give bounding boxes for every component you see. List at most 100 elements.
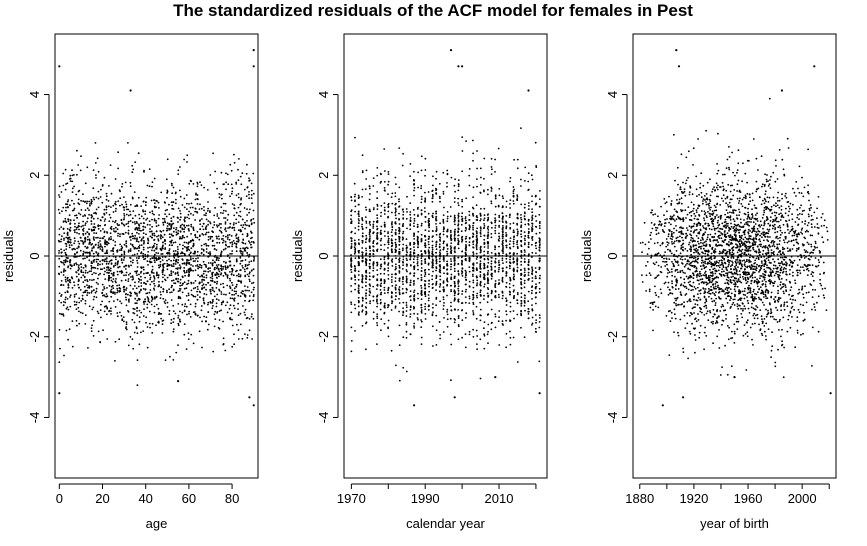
data-point [365, 321, 368, 324]
data-point [97, 190, 100, 193]
data-point [176, 246, 179, 248]
data-point [106, 269, 108, 271]
data-point [172, 222, 175, 225]
data-point [119, 300, 121, 303]
data-point [205, 228, 207, 231]
data-point [90, 202, 93, 205]
data-point [224, 268, 227, 270]
data-point [212, 298, 214, 301]
data-point [383, 304, 386, 307]
data-point [417, 243, 419, 246]
data-point [198, 208, 201, 211]
data-point [354, 227, 357, 229]
data-point [501, 212, 504, 215]
data-point [244, 227, 246, 230]
data-point [439, 334, 441, 336]
data-point [222, 337, 225, 340]
data-point [449, 229, 452, 232]
data-point [405, 269, 408, 271]
data-point [387, 180, 390, 183]
data-point [205, 231, 208, 234]
data-point [157, 239, 160, 242]
data-point [201, 275, 204, 278]
data-point [413, 170, 415, 173]
data-point [252, 209, 255, 212]
data-point [164, 221, 167, 224]
data-point [401, 268, 404, 270]
data-point [209, 270, 212, 272]
data-point [116, 250, 119, 253]
data-point [95, 212, 98, 215]
data-point [145, 201, 147, 204]
data-point [487, 261, 490, 264]
data-point [483, 267, 485, 270]
data-point [63, 249, 66, 252]
data-point [513, 238, 515, 241]
data-point [123, 256, 126, 259]
data-point [162, 224, 165, 226]
data-point [165, 215, 168, 218]
data-point [486, 301, 489, 304]
data-point [111, 249, 114, 252]
data-point [129, 284, 132, 287]
y-tick-label: 4 [27, 91, 42, 98]
data-point [461, 250, 464, 253]
data-point [398, 200, 400, 203]
data-point [231, 241, 234, 244]
data-point [196, 298, 199, 301]
data-point [472, 303, 475, 305]
data-point [179, 289, 181, 292]
data-point [394, 266, 397, 268]
data-point [435, 269, 437, 272]
data-point [198, 235, 201, 238]
data-point [372, 225, 375, 228]
data-point [168, 203, 170, 206]
data-point [151, 234, 154, 236]
data-point [494, 171, 496, 173]
data-point [354, 267, 357, 270]
data-point [135, 302, 138, 305]
data-point [435, 170, 438, 173]
data-point [524, 223, 527, 226]
data-point [166, 252, 168, 255]
data-point [109, 216, 112, 219]
data-point [90, 201, 93, 204]
data-point [512, 310, 515, 312]
data-point [516, 199, 519, 202]
data-point [166, 289, 168, 292]
data-point [142, 217, 145, 220]
data-point [402, 301, 405, 304]
data-point [494, 217, 496, 220]
data-point [490, 328, 493, 331]
data-point [114, 241, 117, 243]
data-point [189, 268, 192, 271]
data-point [103, 208, 106, 211]
data-point [177, 248, 179, 251]
data-point [192, 269, 195, 272]
data-point [192, 260, 195, 263]
data-point [450, 258, 452, 260]
data-point [501, 205, 504, 208]
data-point [187, 279, 190, 282]
data-point [372, 220, 375, 223]
data-point [413, 241, 415, 244]
data-point [219, 283, 222, 286]
data-point [248, 253, 251, 256]
data-point [450, 263, 452, 266]
data-point [187, 268, 190, 271]
data-point [524, 239, 526, 242]
data-point [78, 322, 81, 325]
data-point [446, 220, 449, 223]
data-point [216, 241, 219, 244]
data-point [103, 267, 106, 270]
data-point [187, 292, 190, 295]
data-point [516, 234, 519, 237]
data-point [162, 269, 165, 272]
data-point [428, 268, 430, 271]
data-point [244, 242, 247, 245]
data-point [395, 267, 397, 270]
data-point [483, 238, 486, 241]
data-point [365, 292, 367, 295]
data-point [127, 344, 130, 347]
data-point [357, 270, 360, 273]
